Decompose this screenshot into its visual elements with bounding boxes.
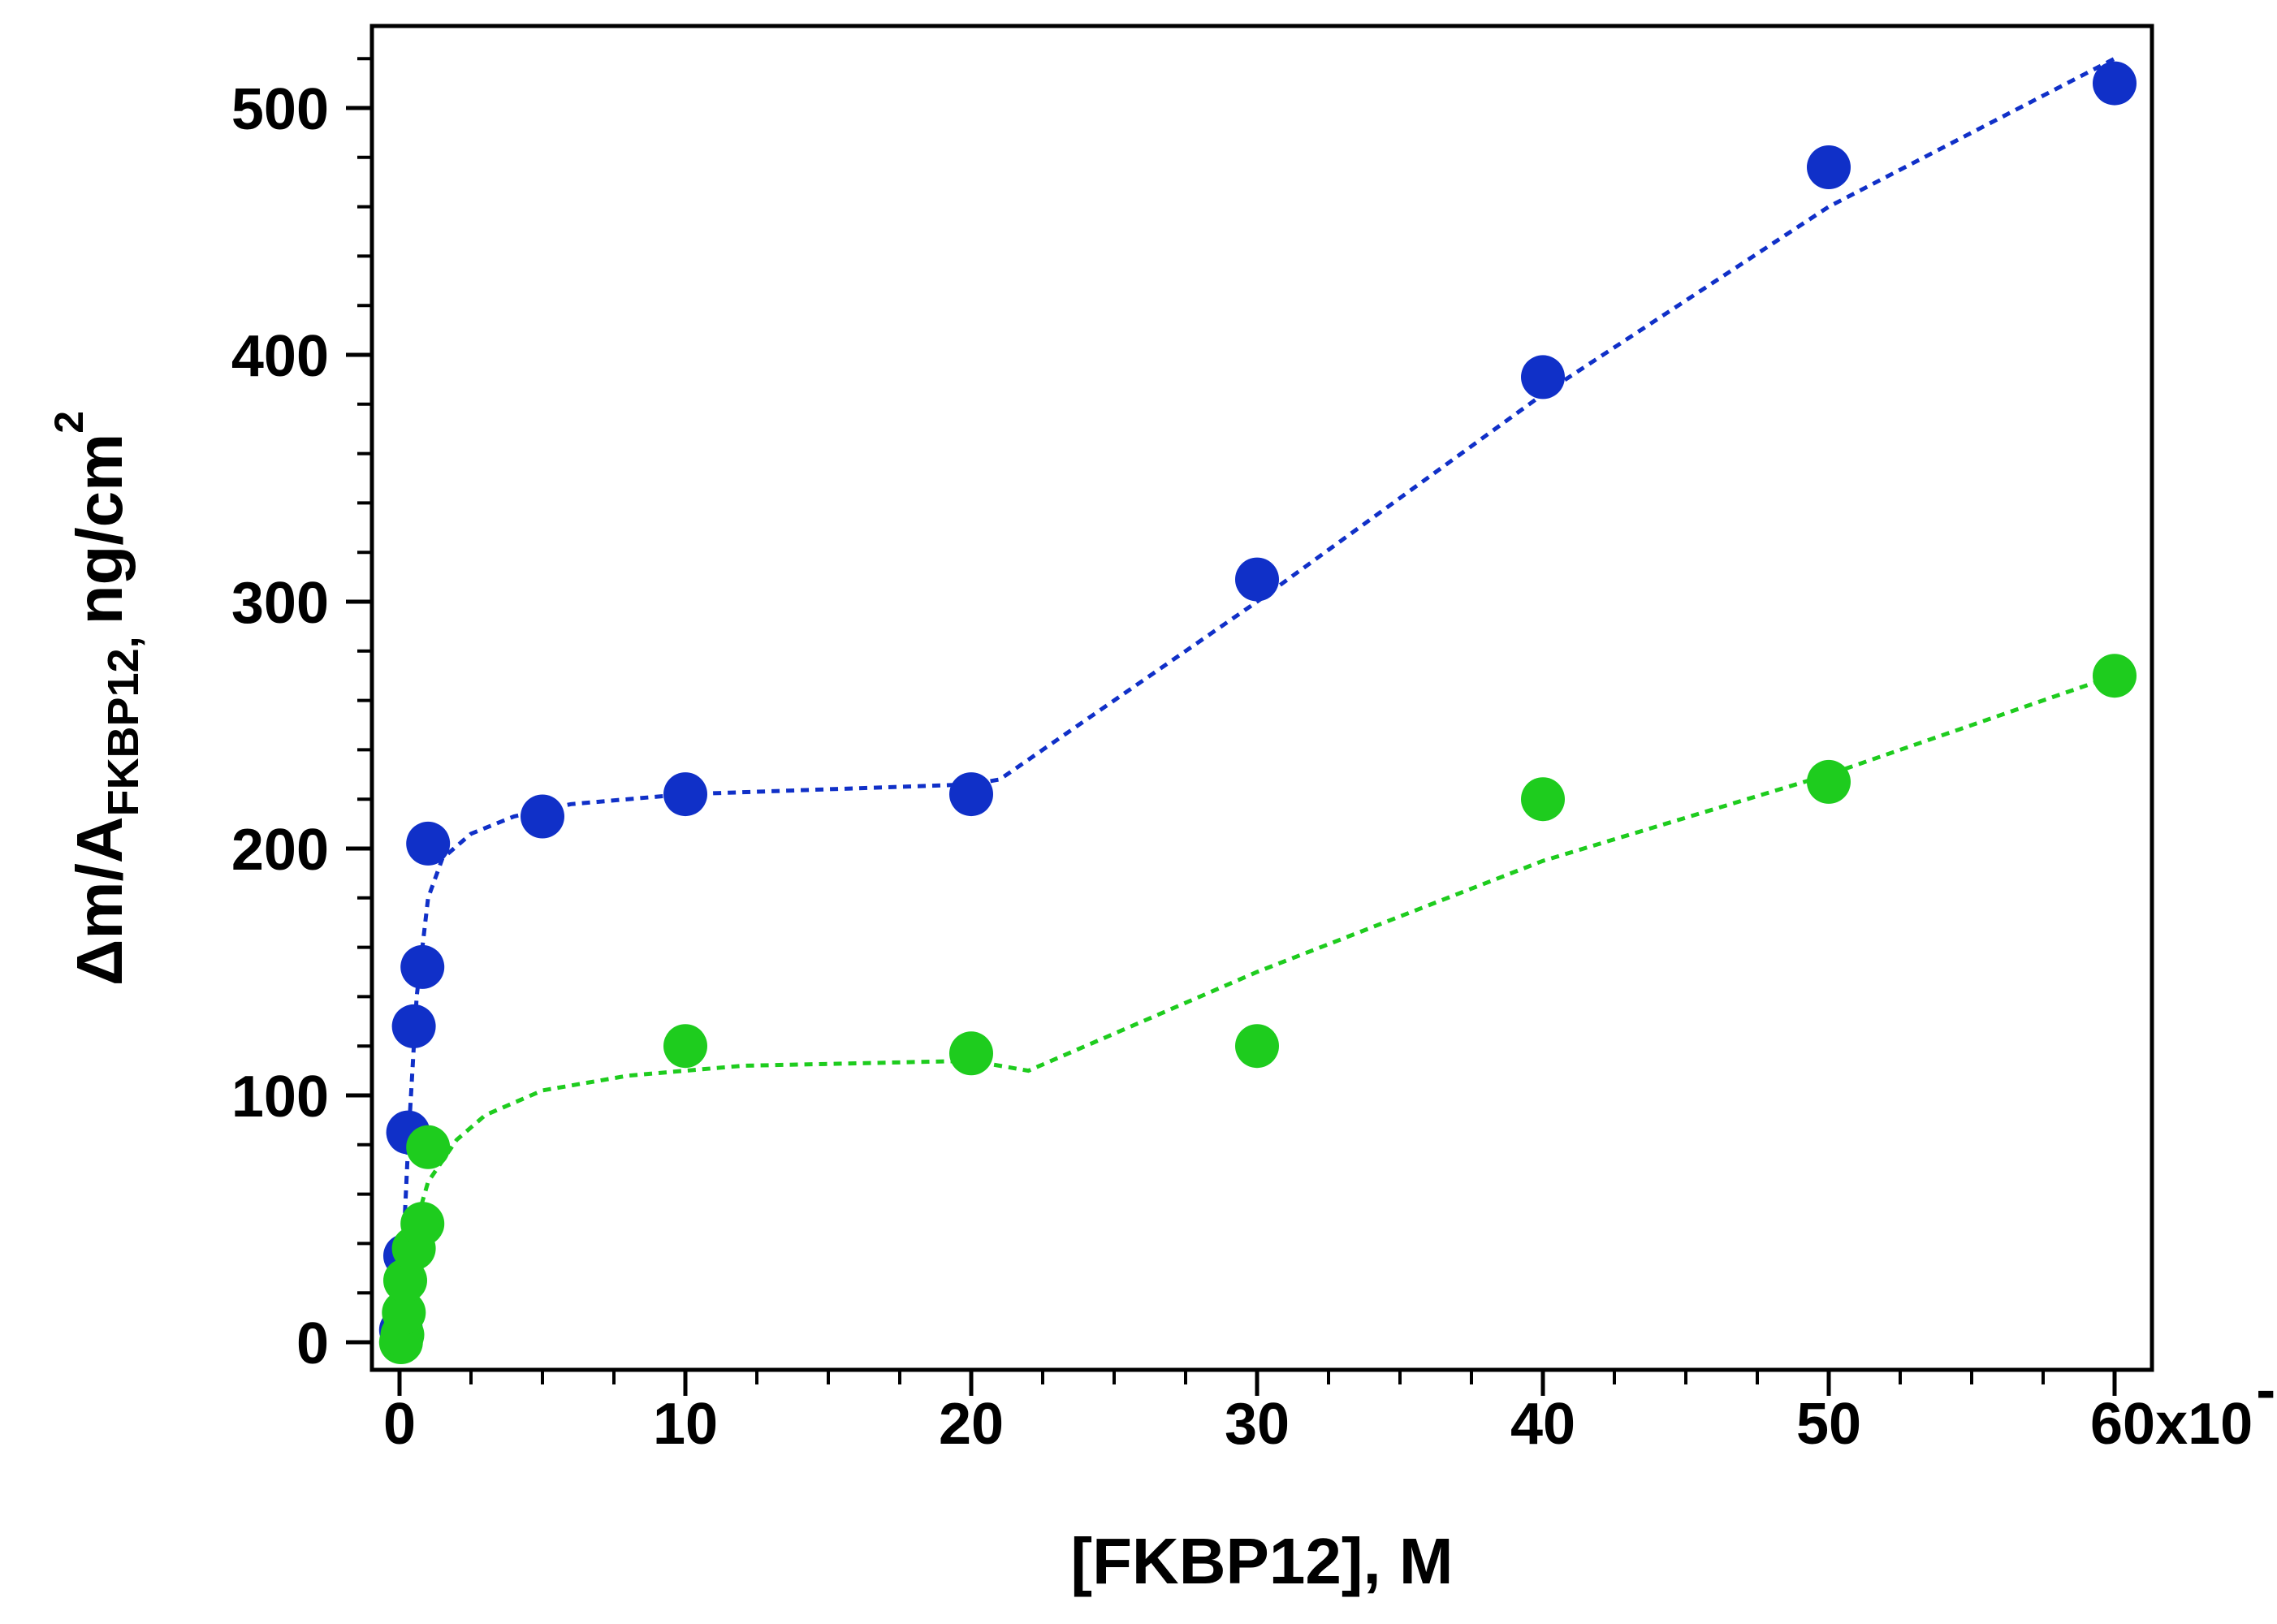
y-axis-title-main: Δm/A <box>63 816 136 986</box>
green-data-point <box>1235 1024 1279 1069</box>
y-tick-label: 300 <box>231 571 329 636</box>
x-tick-label: 10 <box>653 1392 718 1457</box>
x-tick-labels: 0 10 20 30 40 50 60x10 <box>383 1392 2253 1457</box>
fit-lines <box>397 56 2116 1330</box>
y-axis-title-subscript: FKBP12, <box>99 636 148 816</box>
x-scale-exponent: -12 <box>2256 1358 2277 1423</box>
blue-data-point <box>1521 355 1565 400</box>
plot-frame <box>369 24 2154 1372</box>
x-tick-label: 20 <box>939 1392 1004 1457</box>
x-tick-label: 50 <box>1796 1392 1861 1457</box>
green-data-point <box>1521 777 1565 822</box>
y-axis-title-superscript: 2 <box>46 411 92 434</box>
y-tick-label: 0 <box>296 1311 329 1376</box>
x-tick-label: 30 <box>1225 1392 1290 1457</box>
blue-data-point <box>406 821 451 866</box>
blue-data-point <box>400 944 445 989</box>
y-axis-ticks <box>346 57 372 1345</box>
green-data-point <box>382 1290 426 1335</box>
x-tick-label: 0 <box>383 1392 416 1457</box>
green-data-point <box>663 1024 707 1069</box>
blue-data-point <box>2093 61 2137 106</box>
x-tick-label: 40 <box>1510 1392 1575 1457</box>
x-axis-title: [FKBP12], M <box>1070 1525 1453 1597</box>
green-data-point <box>949 1031 993 1076</box>
green-data-point <box>400 1202 445 1246</box>
y-tick-label: 400 <box>231 324 329 389</box>
x-axis-ticks <box>397 1370 2117 1396</box>
green-fit-line <box>400 673 2115 1306</box>
y-axis-title-unit: ng/cm <box>63 434 136 625</box>
blue-data-point <box>663 772 707 817</box>
data-points <box>378 61 2137 1364</box>
green-data-point <box>1807 759 1851 804</box>
blue-data-point <box>1807 145 1851 189</box>
green-data-point <box>406 1125 451 1169</box>
y-tick-labels: 0 100 200 300 400 500 <box>231 77 329 1376</box>
y-axis-title: Δm/AFKBP12, ng/cm2 <box>46 411 148 986</box>
blue-fit-line <box>397 56 2116 1330</box>
green-data-point <box>2093 654 2137 698</box>
blue-data-point <box>1235 557 1279 602</box>
blue-data-point <box>521 794 564 839</box>
y-tick-label: 200 <box>231 818 329 883</box>
y-tick-label: 100 <box>231 1065 329 1129</box>
blue-data-point <box>949 772 993 817</box>
blue-data-point <box>391 1004 436 1048</box>
x-tick-label: 60x10 <box>2090 1392 2253 1457</box>
y-tick-label: 500 <box>231 77 329 142</box>
